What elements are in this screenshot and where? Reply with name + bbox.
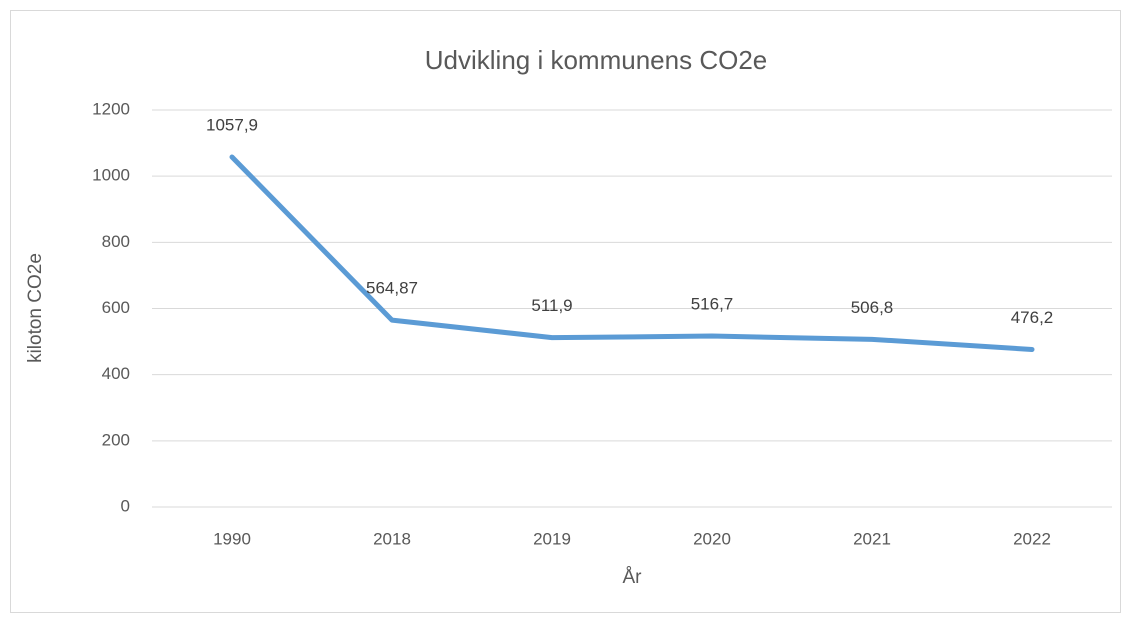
- x-tick-label: 1990: [213, 529, 251, 548]
- x-tick-label: 2018: [373, 529, 411, 548]
- y-tick-label: 1000: [92, 166, 130, 185]
- y-tick-label: 0: [121, 496, 130, 515]
- data-label: 511,9: [531, 296, 572, 315]
- y-tick-label: 200: [102, 430, 130, 449]
- y-tick-label: 1200: [92, 99, 130, 118]
- y-axis-label: kiloton CO2e: [25, 253, 46, 363]
- chart-title: Udvikling i kommunens CO2e: [425, 45, 767, 75]
- data-label: 1057,9: [206, 115, 258, 134]
- data-label: 476,2: [1011, 308, 1054, 327]
- data-label: 564,87: [366, 279, 418, 298]
- x-tick-label: 2020: [693, 529, 731, 548]
- chart-frame: [10, 10, 1121, 613]
- x-tick-label: 2021: [853, 529, 891, 548]
- x-axis-label: År: [623, 567, 643, 588]
- data-label: 506,8: [851, 298, 894, 317]
- x-tick-label: 2022: [1013, 529, 1051, 548]
- y-tick-label: 400: [102, 364, 130, 383]
- data-label: 516,7: [691, 295, 734, 314]
- y-tick-label: 600: [102, 298, 130, 317]
- line: [229, 154, 1035, 352]
- y-tick-label: 800: [102, 232, 130, 251]
- x-tick-label: 2019: [533, 529, 571, 548]
